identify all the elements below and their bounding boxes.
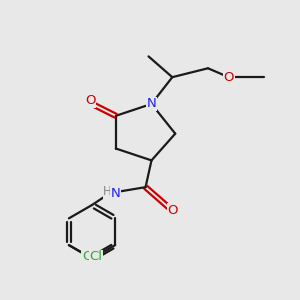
Text: Cl: Cl — [82, 250, 95, 263]
Text: H: H — [103, 185, 112, 198]
Text: O: O — [85, 94, 96, 107]
Text: O: O — [224, 71, 234, 84]
Text: N: N — [111, 187, 121, 200]
Text: Cl: Cl — [89, 250, 102, 263]
Text: N: N — [147, 98, 156, 110]
Text: O: O — [168, 204, 178, 217]
